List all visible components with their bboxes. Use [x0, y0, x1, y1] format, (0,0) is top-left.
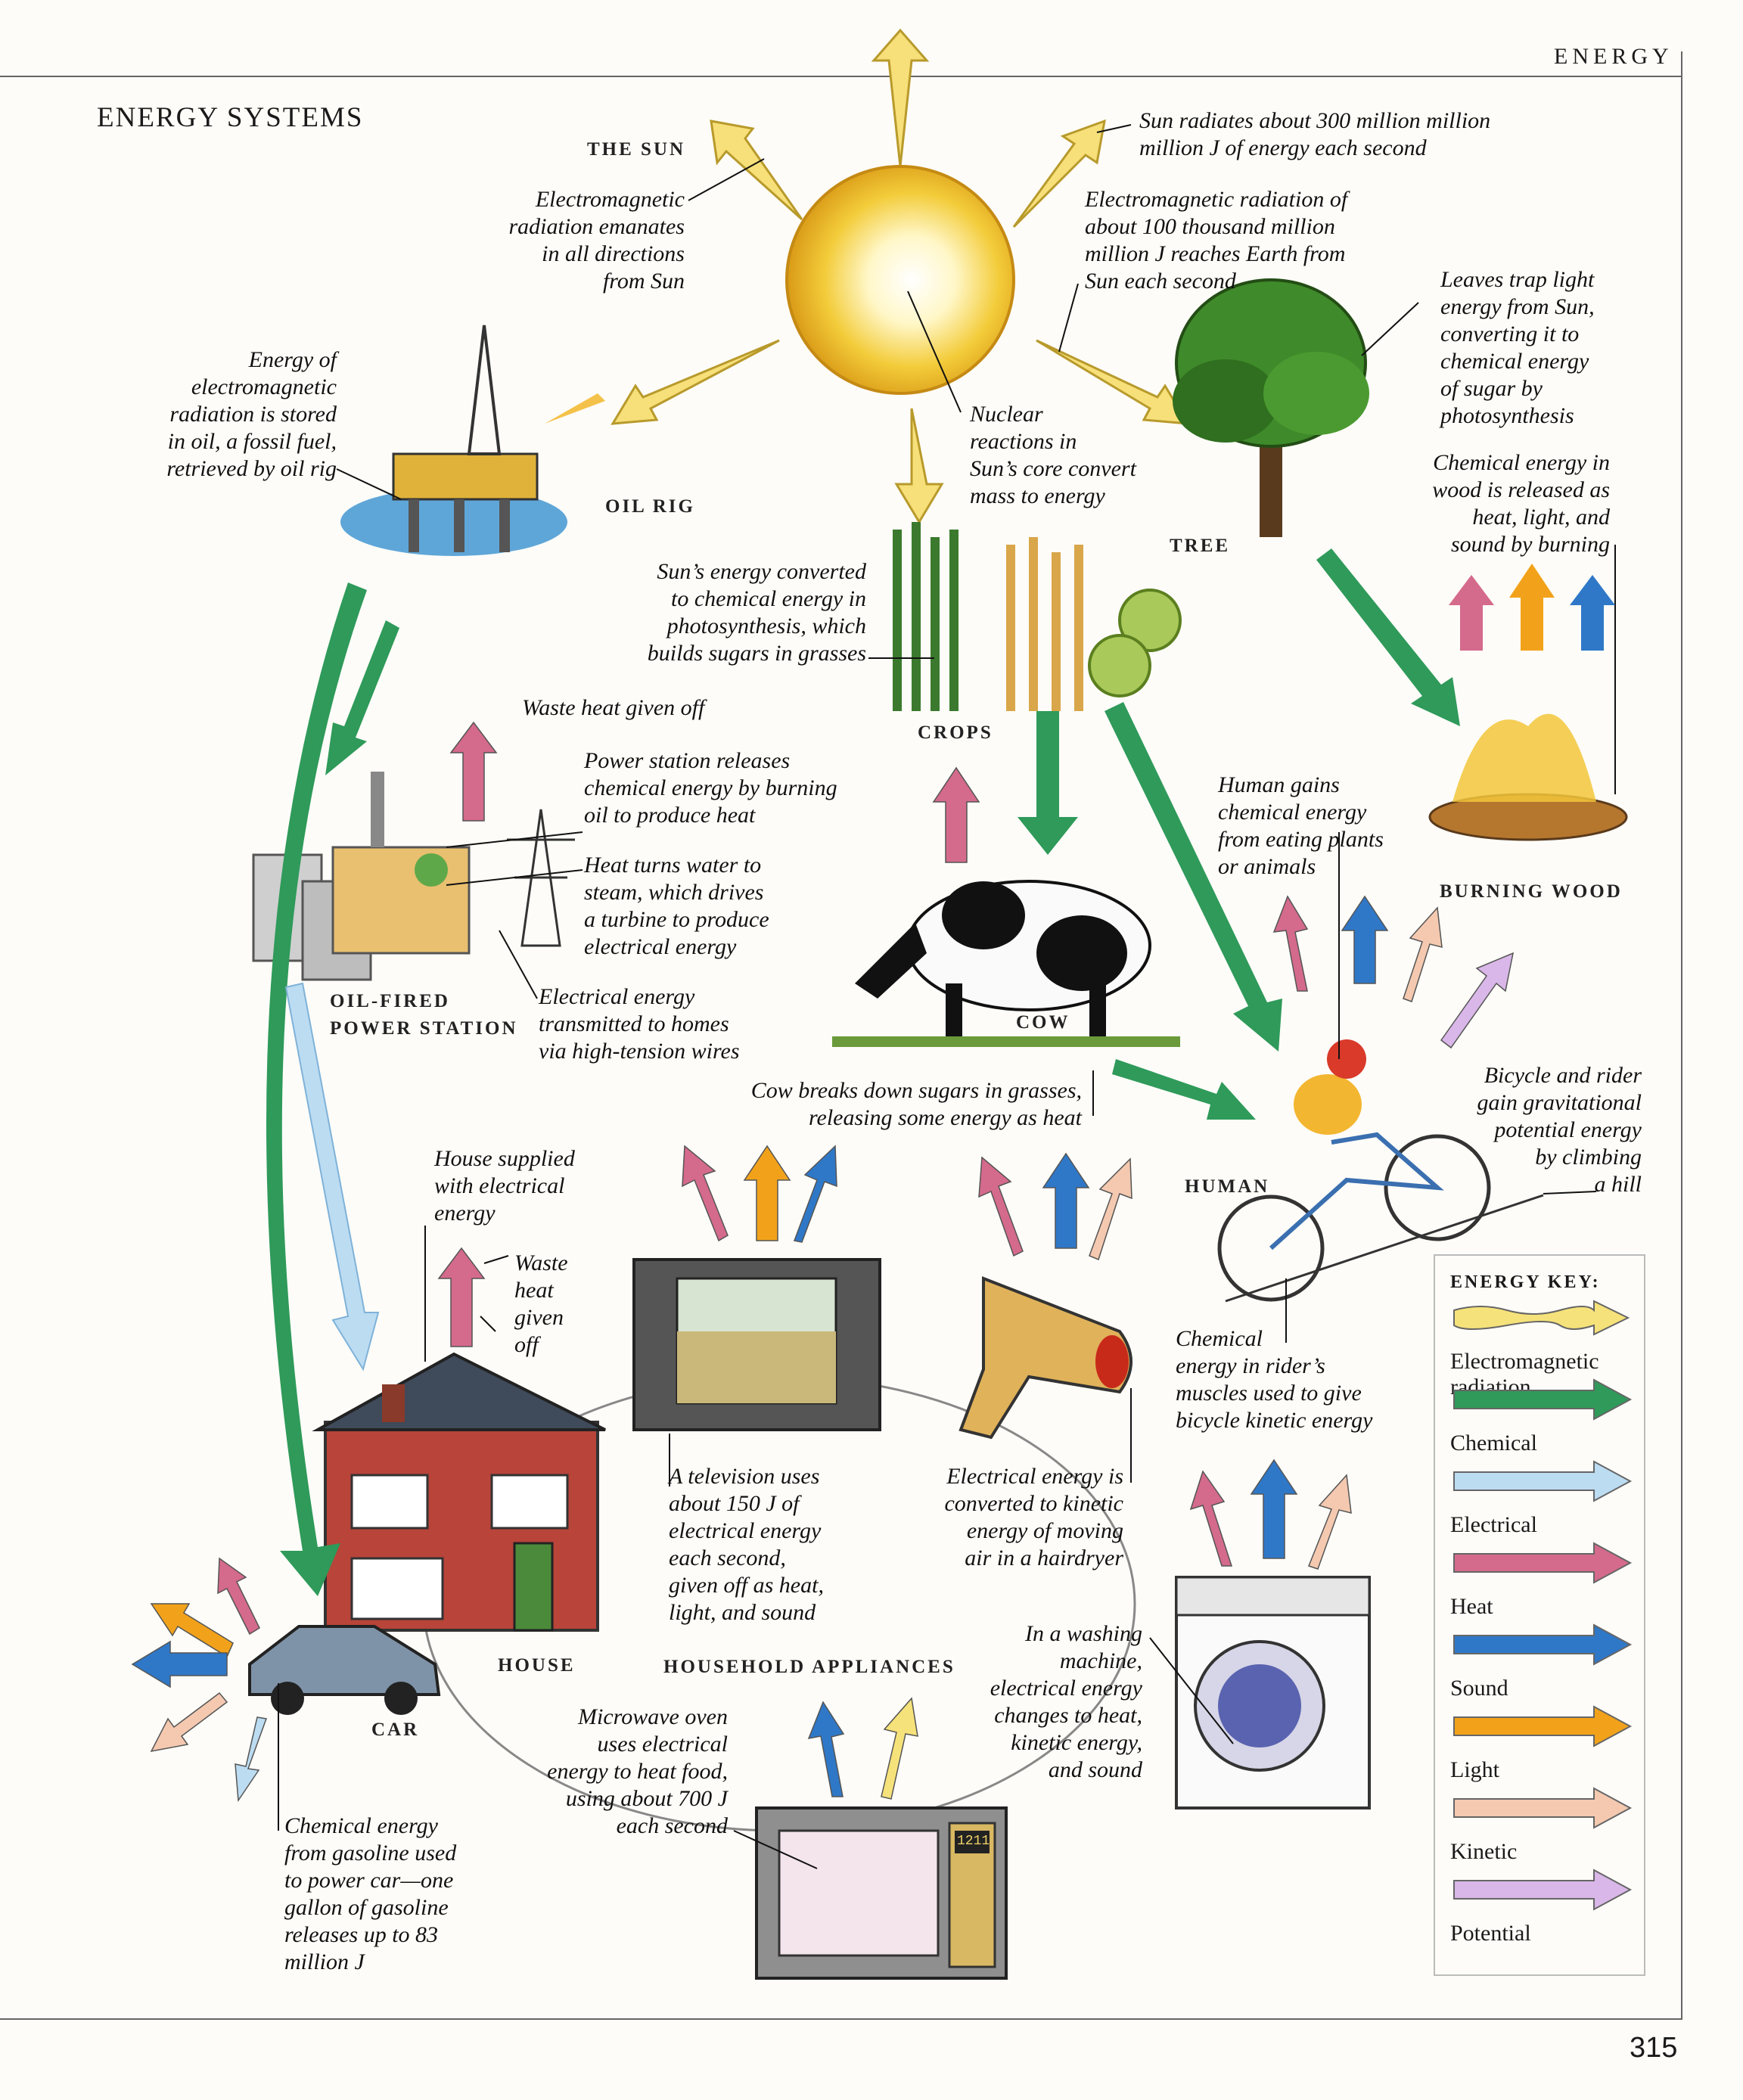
note-elec-transmitted: Electrical energy transmitted to homes vi…	[539, 984, 740, 1064]
energy-key-label: Kinetic	[1450, 1839, 1518, 1864]
note-house-waste: Waste heat given off	[514, 1250, 568, 1357]
label-tree: TREE	[1170, 536, 1231, 556]
label-oil-rig: OIL RIG	[605, 496, 695, 517]
energy-key-label: Chemical	[1450, 1431, 1537, 1455]
energy-key-title: ENERGY KEY:	[1450, 1272, 1601, 1292]
page-number: 315	[1630, 2032, 1678, 2064]
note-car-chem: Chemical energy from gasoline used to pow…	[284, 1813, 457, 1974]
energy-key-item: Kinetic	[1450, 1785, 1636, 1865]
wavy-arrow-icon	[1453, 1300, 1630, 1336]
arrow-icon	[1453, 1542, 1633, 1584]
note-chem-rider: Chemical energy in rider’s muscles used t…	[1176, 1326, 1373, 1433]
energy-key-item: Chemical	[1450, 1377, 1636, 1456]
washing-machine-icon	[1175, 1576, 1371, 1810]
note-washing: In a washing machine, electrical energy ch…	[990, 1621, 1142, 1782]
energy-output-arrows	[131, 721, 1515, 1803]
television-icon	[632, 1258, 881, 1431]
oil-rig-icon	[340, 325, 605, 556]
note-em-reaches: Electromagnetic radiation of about 100 th…	[1085, 187, 1348, 294]
sun-icon	[785, 165, 1015, 395]
label-house: HOUSE	[498, 1655, 576, 1676]
energy-key-label: Heat	[1450, 1594, 1493, 1619]
note-bicycle-gain: Bicycle and rider gain gravitational pote…	[1477, 1063, 1642, 1197]
page-title: ENERGY SYSTEMS	[97, 102, 364, 133]
cyclist-icon	[1217, 1039, 1544, 1303]
label-power-station-2: POWER STATION	[330, 1018, 518, 1039]
note-hairdryer: Electrical energy is converted to kinetic…	[944, 1464, 1123, 1570]
label-crops: CROPS	[918, 722, 993, 743]
note-sun-radiates: Sun radiates about 300 million million mi…	[1139, 108, 1491, 160]
energy-key-label: Electrical	[1450, 1512, 1537, 1537]
right-rule	[1681, 51, 1682, 2018]
energy-key-label: Sound	[1450, 1676, 1508, 1701]
note-human-gains: Human gains chemical energy from eating p…	[1218, 772, 1384, 879]
crops-icon	[893, 522, 1182, 711]
arrow-icon	[1453, 1705, 1633, 1747]
arrow-icon	[1453, 1787, 1633, 1829]
burning-wood-icon	[1428, 713, 1628, 841]
note-cow-breaks: Cow breaks down sugars in grasses, releas…	[750, 1078, 1082, 1130]
note-sun-converted: Sun’s energy converted to chemical energy…	[647, 559, 866, 666]
cow-icon	[832, 880, 1180, 1047]
chemical-arrows	[266, 548, 1460, 1596]
label-human: HUMAN	[1185, 1176, 1270, 1197]
note-tv: A television uses about 150 J of electric…	[669, 1464, 824, 1625]
house-icon	[312, 1352, 606, 1632]
label-burning-wood: BURNING WOOD	[1440, 881, 1623, 902]
arrow-icon	[1453, 1869, 1633, 1911]
energy-key-item: Potential	[1450, 1867, 1636, 1946]
note-nuclear: Nuclear reactions in Sun’s core convert ma…	[970, 402, 1136, 508]
energy-key-label: Potential	[1450, 1921, 1531, 1946]
energy-key-item: Electrical	[1450, 1459, 1636, 1538]
note-leaves: Leaves trap light energy from Sun, conver…	[1440, 267, 1595, 428]
top-rule	[0, 76, 1682, 77]
electrical-arrow	[284, 982, 380, 1372]
label-household-appliances: HOUSEHOLD APPLIANCES	[663, 1657, 955, 1677]
note-wood-chem: Chemical energy in wood is released as he…	[1432, 450, 1610, 557]
note-em-emanates: Electromagnetic radiation emanates in all…	[508, 187, 685, 294]
energy-key-label: Light	[1450, 1757, 1499, 1782]
label-car: CAR	[371, 1719, 420, 1740]
note-microwave: Microwave oven uses electrical energy to …	[547, 1704, 728, 1838]
arrow-icon	[1453, 1460, 1633, 1502]
tree-icon	[1173, 278, 1369, 537]
energy-key-item: Sound	[1450, 1622, 1636, 1701]
note-power-releases: Power station releases chemical energy by…	[584, 748, 837, 828]
bottom-rule	[0, 2018, 1682, 2020]
arrow-icon	[1453, 1378, 1633, 1421]
label-cow: COW	[1016, 1012, 1070, 1033]
label-sun: THE SUN	[587, 139, 686, 160]
hairdryer-icon	[958, 1276, 1132, 1440]
note-heat-turns: Heat turns water to steam, which drives a…	[584, 853, 769, 959]
microwave-display: 1211	[957, 1834, 990, 1849]
note-oil-stored: Energy of electromagnetic radiation is st…	[166, 347, 337, 481]
arrow-icon	[1453, 1623, 1633, 1666]
page-header: ENERGY	[1554, 44, 1673, 69]
note-house-supplied: House supplied with electrical energy	[434, 1146, 575, 1226]
energy-key-item: Light	[1450, 1704, 1636, 1783]
energy-key-item: Heat	[1450, 1540, 1636, 1620]
energy-key: ENERGY KEY: Electromagnetic radiation Che…	[1434, 1254, 1645, 1976]
label-power-station-1: OIL-FIRED	[330, 991, 450, 1011]
microwave-icon	[755, 1806, 1008, 1980]
note-waste-heat: Waste heat given off	[522, 695, 705, 720]
